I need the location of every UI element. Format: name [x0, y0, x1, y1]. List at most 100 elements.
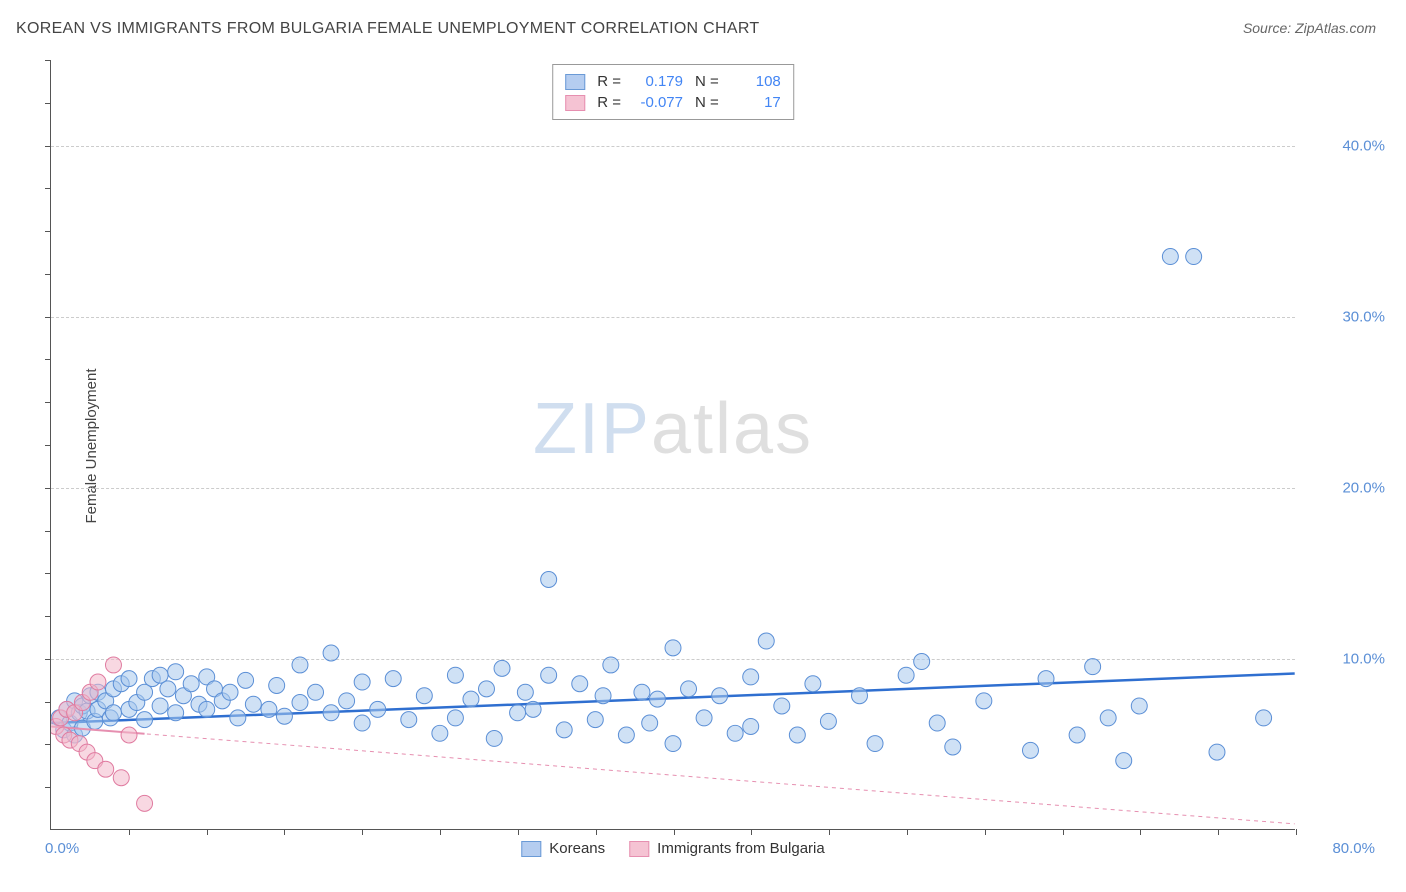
data-point: [1209, 744, 1225, 760]
chart-plot-area: ZIPatlas R = 0.179 N = 108 R = -0.077 N …: [50, 60, 1295, 830]
data-point: [556, 722, 572, 738]
n-value-koreans: 108: [727, 73, 781, 90]
data-point: [447, 710, 463, 726]
data-point: [308, 684, 324, 700]
data-point: [789, 727, 805, 743]
legend-label-bulgaria: Immigrants from Bulgaria: [657, 840, 825, 857]
data-point: [1256, 710, 1272, 726]
scatter-svg: [51, 60, 1295, 829]
data-point: [595, 688, 611, 704]
data-point: [486, 730, 502, 746]
y-tick-label: 20.0%: [1305, 479, 1385, 496]
data-point: [665, 640, 681, 656]
n-label: N =: [695, 94, 719, 111]
data-point: [168, 664, 184, 680]
data-point: [712, 688, 728, 704]
data-point: [541, 667, 557, 683]
data-point: [1069, 727, 1085, 743]
data-point: [517, 684, 533, 700]
legend-row-koreans: R = 0.179 N = 108: [565, 71, 781, 92]
data-point: [1100, 710, 1116, 726]
data-point: [137, 712, 153, 728]
data-point: [665, 736, 681, 752]
swatch-bulgaria: [565, 95, 585, 111]
data-point: [1038, 671, 1054, 687]
legend-row-bulgaria: R = -0.077 N = 17: [565, 92, 781, 113]
data-point: [121, 671, 137, 687]
data-point: [758, 633, 774, 649]
r-label: R =: [597, 73, 621, 90]
legend-item-bulgaria: Immigrants from Bulgaria: [629, 840, 825, 857]
n-value-bulgaria: 17: [727, 94, 781, 111]
data-point: [727, 725, 743, 741]
data-point: [90, 674, 106, 690]
x-axis-max-label: 80.0%: [1332, 840, 1375, 857]
data-point: [572, 676, 588, 692]
data-point: [696, 710, 712, 726]
data-point: [160, 681, 176, 697]
data-point: [805, 676, 821, 692]
x-axis-min-label: 0.0%: [45, 840, 79, 857]
data-point: [541, 572, 557, 588]
x-tick-mark: [985, 829, 986, 835]
y-tick-label: 30.0%: [1305, 308, 1385, 325]
x-tick-mark: [1140, 829, 1141, 835]
r-label: R =: [597, 94, 621, 111]
data-point: [323, 705, 339, 721]
data-point: [339, 693, 355, 709]
data-point: [245, 696, 261, 712]
data-point: [1085, 659, 1101, 675]
data-point: [432, 725, 448, 741]
data-point: [976, 693, 992, 709]
data-point: [852, 688, 868, 704]
data-point: [152, 698, 168, 714]
y-tick-label: 40.0%: [1305, 137, 1385, 154]
data-point: [183, 676, 199, 692]
x-tick-mark: [518, 829, 519, 835]
data-point: [634, 684, 650, 700]
data-point: [463, 691, 479, 707]
data-point: [113, 770, 129, 786]
data-point: [121, 727, 137, 743]
legend-item-koreans: Koreans: [521, 840, 605, 857]
data-point: [1186, 249, 1202, 265]
data-point: [774, 698, 790, 714]
data-point: [238, 672, 254, 688]
data-point: [743, 669, 759, 685]
x-tick-mark: [1296, 829, 1297, 835]
data-point: [168, 705, 184, 721]
data-point: [416, 688, 432, 704]
data-point: [587, 712, 603, 728]
data-point: [914, 654, 930, 670]
x-tick-mark: [907, 829, 908, 835]
data-point: [494, 660, 510, 676]
data-point: [525, 701, 541, 717]
data-point: [98, 761, 114, 777]
data-point: [323, 645, 339, 661]
r-value-bulgaria: -0.077: [629, 94, 683, 111]
data-point: [1022, 742, 1038, 758]
data-point: [105, 657, 121, 673]
data-point: [261, 701, 277, 717]
data-point: [292, 657, 308, 673]
data-point: [222, 684, 238, 700]
data-point: [447, 667, 463, 683]
data-point: [276, 708, 292, 724]
chart-title: KOREAN VS IMMIGRANTS FROM BULGARIA FEMAL…: [16, 20, 759, 38]
x-tick-mark: [1063, 829, 1064, 835]
data-point: [292, 695, 308, 711]
n-label: N =: [695, 73, 719, 90]
source-attribution: Source: ZipAtlas.com: [1243, 20, 1376, 36]
swatch-bulgaria-bottom: [629, 841, 649, 857]
data-point: [479, 681, 495, 697]
data-point: [199, 701, 215, 717]
x-tick-mark: [829, 829, 830, 835]
data-point: [354, 715, 370, 731]
x-tick-mark: [284, 829, 285, 835]
data-point: [137, 795, 153, 811]
data-point: [945, 739, 961, 755]
y-tick-label: 10.0%: [1305, 650, 1385, 667]
data-point: [743, 718, 759, 734]
data-point: [1162, 249, 1178, 265]
x-tick-mark: [362, 829, 363, 835]
